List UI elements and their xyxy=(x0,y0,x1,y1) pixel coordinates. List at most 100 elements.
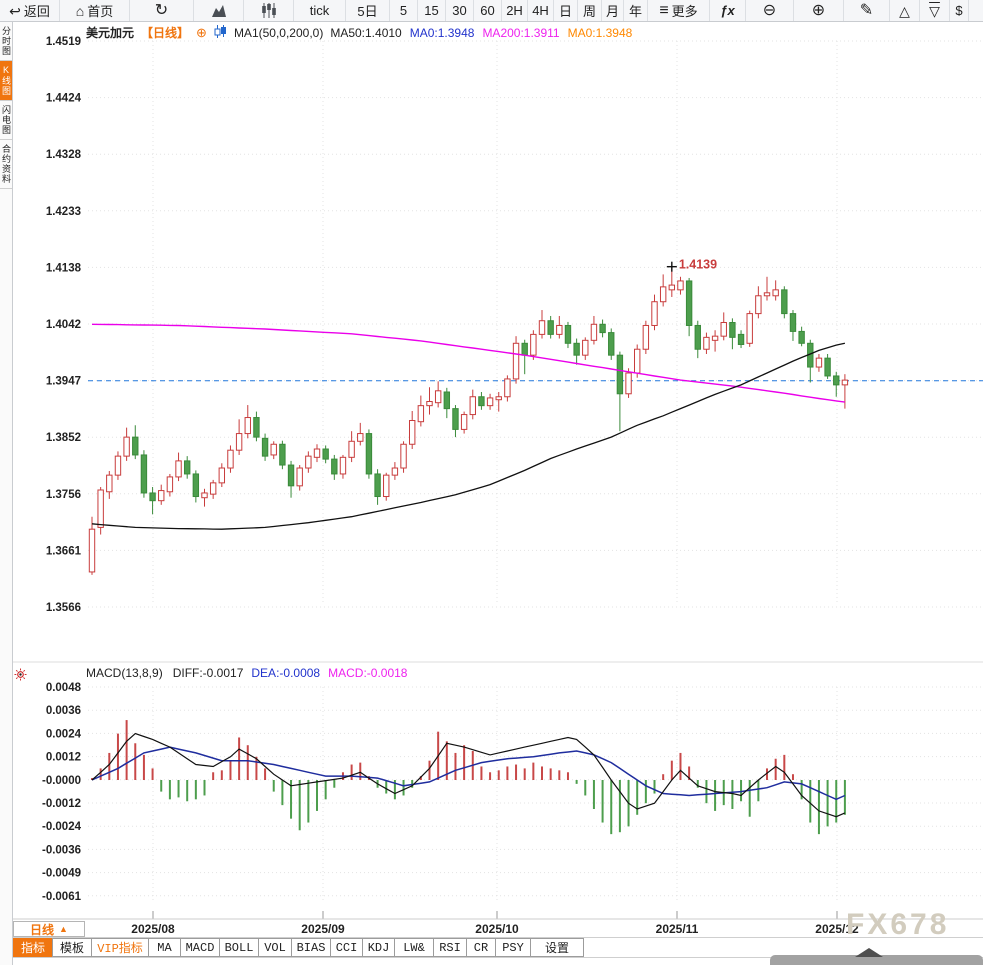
triangle-up-icon: △ xyxy=(899,2,910,19)
chart-header: 美元加元 【日线】 ⊕ MA1(50,0,200,0) MA50:1.4010 M… xyxy=(86,24,640,41)
year-label: 年 xyxy=(628,4,642,19)
price-axis-label: 1.4328 xyxy=(46,149,82,161)
min60-label: 60 xyxy=(480,3,495,18)
macd-title: MACD(13,8,9) xyxy=(86,666,163,680)
macd-value-1: DIFF:-0.0017 xyxy=(172,666,244,680)
add-symbol-icon[interactable]: ⊕ xyxy=(196,24,207,40)
fx-icon: ƒx xyxy=(720,3,735,18)
indicator-tab-PSY[interactable]: PSY xyxy=(495,938,531,957)
x-axis-row: 2025/08 2025/09 2025/10 2025/11 2025/12 xyxy=(13,920,983,938)
x-axis-label-1: 2025/08 xyxy=(131,922,175,936)
macd-values: DIFF:-0.0017 DEA:-0.0008 MACD:-0.0018 xyxy=(173,666,416,680)
toolbar-item-min15[interactable]: 15 xyxy=(418,0,446,21)
toolbar-item-draw[interactable]: ✎ xyxy=(844,0,890,21)
h4-label: 4H xyxy=(532,3,549,18)
candles-chart-icon xyxy=(261,3,276,18)
indicator-tab-VIP指标[interactable]: VIP指标 xyxy=(91,938,149,957)
dollar-label: $ xyxy=(955,3,963,18)
macd-axis-label: 0.0012 xyxy=(46,752,81,764)
indicator-tab-CCI[interactable]: CCI xyxy=(330,938,363,957)
toolbar-item-triangle-up[interactable]: △ xyxy=(890,0,920,21)
toolbar-item-h2[interactable]: 2H xyxy=(502,0,528,21)
triangle-up-icon: ▲ xyxy=(59,924,68,934)
macd-layer xyxy=(91,720,846,835)
toolbar-item-tick[interactable]: tick xyxy=(294,0,346,21)
indicator-tab-RSI[interactable]: RSI xyxy=(433,938,467,957)
price-axis-label: 1.3756 xyxy=(46,489,81,501)
ma-values: MA50:1.4010 MA0:1.3948 MA200:1.3911 MA0:1.3… xyxy=(330,26,640,40)
home-label: 首页 xyxy=(87,4,114,19)
bottom-panel-handle[interactable] xyxy=(770,948,983,965)
week-label: 周 xyxy=(582,4,596,19)
macd-value-2: DEA:-0.0008 xyxy=(251,666,321,680)
toolbar-item-more[interactable]: ≡ 更多 xyxy=(648,0,710,21)
min15-label: 15 xyxy=(424,3,439,18)
x-axis-label-2: 2025/09 xyxy=(301,922,345,936)
toolbar-item-zoom-in[interactable]: ⊕ xyxy=(794,0,844,21)
toolbar-item-week[interactable]: 周 xyxy=(578,0,602,21)
toolbar-item-month[interactable]: 月 xyxy=(602,0,624,21)
toolbar-item-scroll-down[interactable]: ▽ xyxy=(920,0,950,21)
chevron-up-icon xyxy=(855,948,883,957)
toolbar-item-dollar[interactable]: $ xyxy=(950,0,969,21)
toolbar-item-zoom-out[interactable]: ⊖ xyxy=(746,0,794,21)
toolbar-item-5day[interactable]: 5日 xyxy=(346,0,390,21)
min5-label: 5 xyxy=(399,3,408,18)
toolbar-item-min60[interactable]: 60 xyxy=(474,0,502,21)
toolbar-item-min30[interactable]: 30 xyxy=(446,0,474,21)
x-axis-label-5: 2025/12 xyxy=(815,922,859,936)
indicator-tab-设置[interactable]: 设置 xyxy=(530,938,584,957)
sidebar-tab-3[interactable]: 闪电图 xyxy=(0,101,12,140)
toolbar-item-refresh[interactable]: ↻ xyxy=(130,0,194,21)
indicator-tab-VOL[interactable]: VOL xyxy=(258,938,292,957)
sidebar-tab-1[interactable]: 分时图 xyxy=(0,22,12,61)
toolbar-item-candle-chart[interactable] xyxy=(244,0,294,21)
back-label: 返回 xyxy=(23,4,50,19)
price-axis-label: 1.4519 xyxy=(46,36,81,48)
price-axis-label: 1.3566 xyxy=(46,602,81,614)
macd-axis-label: -0.0012 xyxy=(42,798,81,810)
indicator-tab-BOLL[interactable]: BOLL xyxy=(219,938,259,957)
toolbar-item-back[interactable]: ↩ 返回 xyxy=(0,0,60,21)
macd-axis-label: 0.0024 xyxy=(46,728,82,740)
symbol-title: 美元加元 xyxy=(86,26,135,40)
home-icon: ⌂ xyxy=(75,2,85,19)
indicator-tab-指标[interactable]: 指标 xyxy=(13,938,53,957)
zoom-in-icon: ⊕ xyxy=(811,1,826,19)
toolbar-item-home[interactable]: ⌂ 首页 xyxy=(60,0,130,21)
x-axis-label-3: 2025/10 xyxy=(475,922,519,936)
indicator-tab-BIAS[interactable]: BIAS xyxy=(291,938,331,957)
sun-indicator-icon[interactable] xyxy=(14,668,27,686)
tick-label: tick xyxy=(309,3,330,18)
toolbar-item-year[interactable]: 年 xyxy=(624,0,648,21)
indicator-tab-MACD[interactable]: MACD xyxy=(180,938,220,957)
toolbar-item-h4[interactable]: 4H xyxy=(528,0,554,21)
indicator-tab-CR[interactable]: CR xyxy=(466,938,496,957)
month-label: 月 xyxy=(605,4,619,19)
period-label[interactable]: 【日线】 xyxy=(141,26,190,40)
indicator-tab-LW&[interactable]: LW& xyxy=(394,938,434,957)
period-selector[interactable]: 日线 ▲ xyxy=(13,921,85,937)
ma-value-1: MA50:1.4010 xyxy=(330,25,402,40)
left-sidebar: 分时图 K线图 闪电图 合约资料 xyxy=(0,22,13,965)
sidebar-tab-4[interactable]: 合约资料 xyxy=(0,140,12,189)
chart-area[interactable]: 1.4519 1.4424 1.4328 1.4233 1.4138 1.4042 1.39… xyxy=(13,22,983,920)
top-toolbar: ↩ 返回 ⌂ 首页 ↻ tick 5日 5 15 30 60 2H 4H 日周月年 ≡ 更多 ƒx ⊖ ⊕ ✎ △ ▽ $ xyxy=(0,0,983,22)
toolbar-item-min5[interactable]: 5 xyxy=(390,0,418,21)
macd-axis-label: -0.0024 xyxy=(42,821,82,833)
indicator-tabs-row: 指标 模板 VIP指标 MA MACD BOLL VOL BIAS CCI KDJ LW& RSI CR… xyxy=(13,938,983,958)
ma-settings-label: MA1(50,0,200,0) xyxy=(233,25,324,40)
toolbar-item-area-chart[interactable] xyxy=(194,0,244,21)
indicator-tab-KDJ[interactable]: KDJ xyxy=(362,938,395,957)
price-axis-label: 1.3947 xyxy=(46,376,81,388)
x-axis-label-4: 2025/11 xyxy=(655,922,699,936)
indicator-tab-MA[interactable]: MA xyxy=(148,938,181,957)
chart-svg[interactable]: 1.4519 1.4424 1.4328 1.4233 1.4138 1.4042 1.39… xyxy=(13,22,983,920)
price-axis-label: 1.3661 xyxy=(46,545,82,557)
svg-text:1.4139: 1.4139 xyxy=(679,258,717,272)
sidebar-tab-2[interactable]: K线图 xyxy=(0,61,12,101)
toolbar-item-day[interactable]: 日 xyxy=(554,0,578,21)
area-chart-icon xyxy=(211,5,226,17)
indicator-tab-模板[interactable]: 模板 xyxy=(52,938,92,957)
toolbar-item-fx[interactable]: ƒx xyxy=(710,0,746,21)
